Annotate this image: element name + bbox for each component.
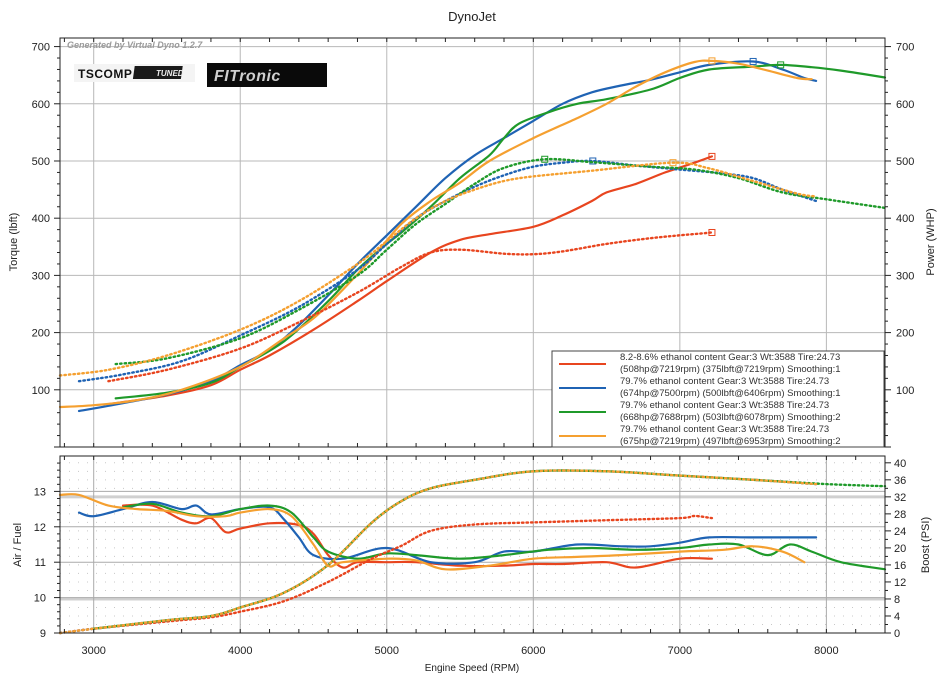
- power-tick-label: 500: [896, 156, 914, 168]
- power-tick-label: 400: [896, 213, 914, 225]
- boost-line-run3: [92, 469, 887, 630]
- rpm-tick-label: 5000: [375, 645, 399, 657]
- torque-line-run2: [77, 159, 818, 383]
- top-series: [58, 57, 887, 413]
- afr-line-run3: [121, 502, 887, 571]
- y-axis-label-right: Power (WHP): [925, 208, 937, 275]
- legend-entry-line1: 8.2-8.6% ethanol content Gear:3 Wt:3588 …: [620, 352, 840, 363]
- boost-tick-label: 24: [894, 526, 906, 538]
- afr-line-run4: [58, 493, 806, 571]
- power-tick-label: 600: [896, 99, 914, 111]
- legend-entry-line2: (675hp@7219rpm) (497lbft@6953rpm) Smooth…: [620, 436, 841, 447]
- chart-title: DynoJet: [448, 9, 496, 24]
- torque-line-run4: [58, 161, 818, 377]
- power-tick-label: 300: [896, 270, 914, 282]
- legend-entry-line2: (674hp@7500rpm) (500lbft@6406rpm) Smooth…: [620, 388, 841, 399]
- fitronic-logo: FITronic: [214, 68, 281, 85]
- legend-entry-line1: 79.7% ethanol content Gear:3 Wt:3588 Tir…: [620, 376, 829, 387]
- watermark: Generated by Virtual Dyno 1.2.7: [67, 40, 203, 50]
- legend-entry-line2: (668hp@7688rpm) (503lbft@6078rpm) Smooth…: [620, 412, 841, 423]
- afr-tick-label: 10: [34, 593, 46, 605]
- legend-entry-line1: 79.7% ethanol content Gear:3 Wt:3588 Tir…: [620, 400, 829, 411]
- fitronic-logo-bg: [207, 63, 327, 87]
- bottom-plot-frame: [59, 455, 886, 634]
- boost-line-run4: [58, 469, 818, 635]
- boost-tick-label: 36: [894, 475, 906, 487]
- boost-tick-label: 12: [894, 577, 906, 589]
- boost-tick-label: 8: [894, 594, 900, 606]
- afr-boost-panel: 9 10 11 12 13 0 4 8 12 16 20 24 28 32 36 40 3000 4000 5000…: [12, 455, 932, 657]
- legend-box: [551, 350, 885, 448]
- torque-line-run1: [107, 231, 714, 383]
- legend-entry-line2: (508hp@7219rpm) (375lbft@7219rpm) Smooth…: [620, 364, 841, 375]
- torque-tick-label: 600: [32, 99, 50, 111]
- afr-axis-label: Air / Fuel: [12, 523, 24, 567]
- boost-tick-label: 16: [894, 560, 906, 572]
- tuned-badge: [132, 66, 183, 79]
- torque-tick-label: 700: [32, 42, 50, 54]
- power-tick-label: 100: [896, 385, 914, 397]
- afr-tick-label: 13: [34, 486, 46, 498]
- peak-marker: [708, 228, 716, 236]
- afr-tick-label: 9: [40, 628, 46, 640]
- tuned-badge-label: TUNED: [156, 69, 184, 78]
- x-axis-label: Engine Speed (RPM): [425, 663, 520, 674]
- boost-tick-label: 4: [894, 611, 900, 623]
- power-line-run2: [77, 60, 818, 413]
- bottom-axes: 9 10 11 12 13 0 4 8 12 16 20 24 28 32 36 40 3000 4000 5000…: [34, 456, 906, 657]
- boost-tick-label: 28: [894, 509, 906, 521]
- peak-marker: [669, 159, 677, 167]
- y-axis-label-left: Torque (lbft): [8, 213, 20, 272]
- torque-tick-label: 300: [32, 270, 50, 282]
- power-tick-label: 200: [896, 328, 914, 340]
- power-line-run1: [107, 155, 713, 406]
- logos: Generated by Virtual Dyno 1.2.7 TSCOMP T…: [67, 40, 327, 87]
- peak-marker: [541, 155, 549, 163]
- afr-line-run1: [121, 503, 713, 569]
- torque-tick-label: 200: [32, 328, 50, 340]
- bottom-series: [58, 469, 887, 635]
- torque-tick-label: 400: [32, 213, 50, 225]
- top-plot-frame: [59, 37, 886, 448]
- afr-tick-label: 12: [34, 522, 46, 534]
- boost-line-run1: [58, 514, 714, 635]
- afr-tick-label: 11: [35, 557, 46, 569]
- rpm-tick-label: 8000: [814, 645, 838, 657]
- tscomp-logo: TSCOMP: [78, 67, 132, 81]
- legend-entry-line1: 79.7% ethanol content Gear:3 Wt:3588 Tir…: [620, 424, 829, 435]
- afr-line-run2: [77, 500, 818, 565]
- peak-marker: [708, 152, 716, 160]
- power-torque-panel: Generated by Virtual Dyno 1.2.7 TSCOMP T…: [8, 37, 937, 448]
- bottom-grid: [60, 456, 885, 634]
- rpm-tick-label: 6000: [521, 645, 545, 657]
- boost-axis-label: Boost (PSI): [920, 517, 932, 573]
- boost-tick-label: 40: [894, 458, 906, 470]
- rpm-tick-label: 3000: [81, 645, 105, 657]
- boost-tick-label: 20: [894, 543, 906, 555]
- boost-tick-label: 32: [894, 492, 906, 504]
- legend: 8.2-8.6% ethanol content Gear:3 Wt:3588 …: [551, 350, 885, 448]
- peak-marker: [777, 61, 785, 69]
- rpm-tick-label: 7000: [668, 645, 692, 657]
- peak-marker: [749, 57, 757, 65]
- power-tick-label: 700: [896, 42, 914, 54]
- rpm-tick-label: 4000: [228, 645, 252, 657]
- torque-tick-label: 100: [32, 385, 50, 397]
- top-axes: 100 100 200 200 300 300 400 400 500 500 600 600 700 7…: [32, 38, 914, 448]
- torque-line-run3: [114, 157, 887, 366]
- power-line-run4: [58, 59, 813, 409]
- peak-marker: [708, 57, 716, 65]
- torque-tick-label: 500: [32, 156, 50, 168]
- boost-tick-label: 0: [894, 628, 900, 640]
